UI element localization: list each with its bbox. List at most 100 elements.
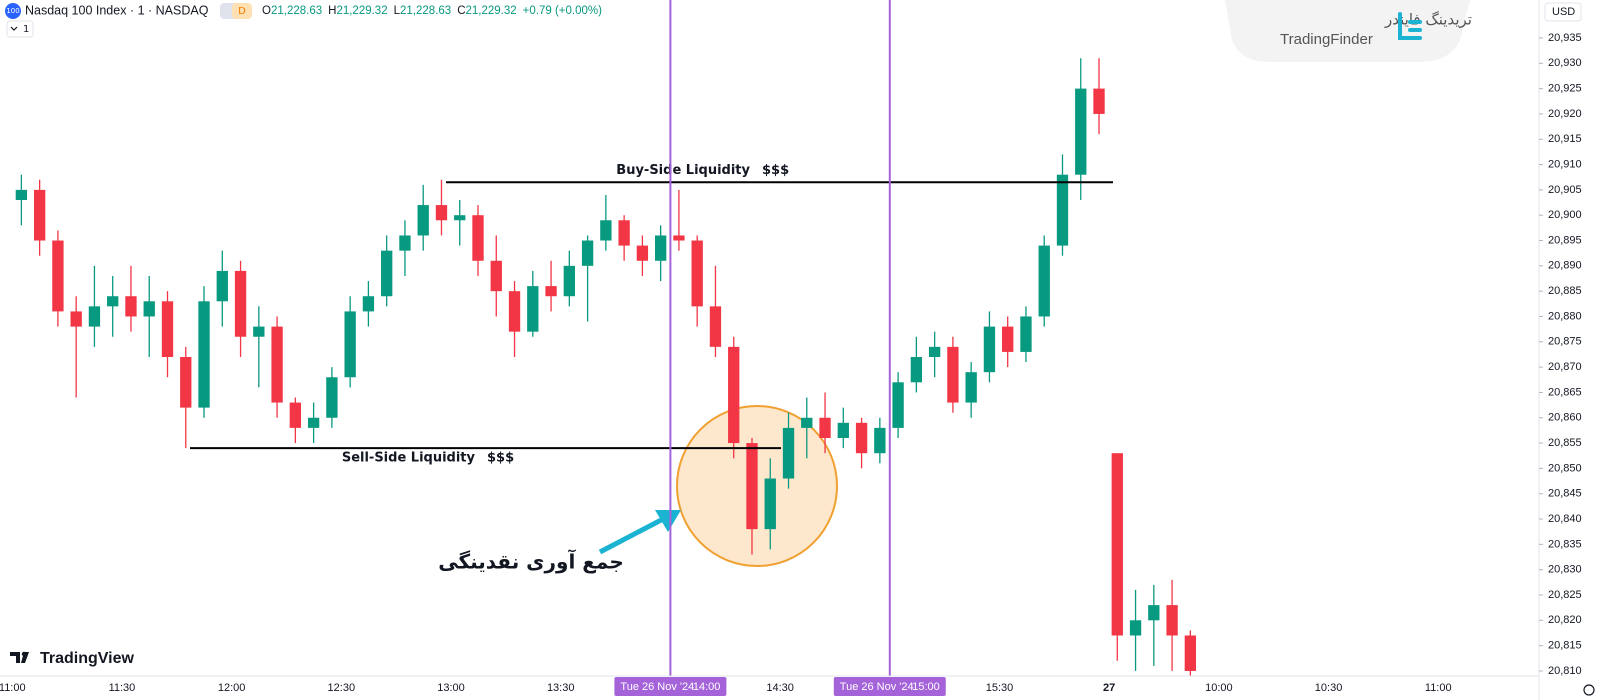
candle-body — [1148, 605, 1160, 621]
tv-dot — [21, 651, 27, 657]
ohlc-value: 21,229.32 — [336, 5, 387, 17]
ohlc-value: 21,228.63 — [400, 5, 451, 17]
y-tick-label: 20,915 — [1548, 133, 1582, 145]
candle-body — [947, 346, 959, 403]
y-tick-label: 20,810 — [1548, 665, 1582, 677]
x-tick-label: 10:30 — [1315, 682, 1343, 694]
currency-button[interactable] — [1544, 2, 1582, 22]
candle-body — [52, 240, 64, 312]
candle-body — [600, 220, 612, 241]
header: 100 Nasdaq 100 Index · 1 · NASDAQ D O21,… — [5, 3, 602, 38]
y-tick-label: 20,845 — [1548, 488, 1582, 500]
candle-body — [271, 326, 283, 403]
time-marker-time: 15:00 — [912, 681, 940, 693]
candle-body — [691, 240, 703, 307]
time-marker-date: Tue 26 Nov '24 — [620, 681, 694, 693]
candle-body — [1038, 245, 1050, 317]
y-tick-label: 20,870 — [1548, 361, 1582, 373]
ohlc-key: H — [328, 5, 336, 17]
candle-body — [143, 301, 155, 317]
y-tick-label: 20,875 — [1548, 336, 1582, 348]
watermark: تریدینگ فایندر TradingFinder — [1225, 0, 1472, 62]
badge-box[interactable] — [232, 3, 252, 19]
watermark-en: TradingFinder — [1280, 31, 1373, 48]
x-tick-label: 27 — [1103, 682, 1115, 694]
candle-body — [435, 205, 448, 221]
x-tick-label: 11:00 — [0, 682, 26, 694]
y-tick-label: 20,930 — [1548, 57, 1582, 69]
candle-body — [344, 311, 356, 378]
y-tick-label: 20,885 — [1548, 285, 1582, 297]
candle-body — [508, 291, 521, 332]
candle-body — [855, 422, 868, 454]
y-tick-label: 20,865 — [1548, 386, 1582, 398]
y-tick-label: 20,920 — [1548, 108, 1582, 120]
arrow-shaft — [598, 515, 667, 555]
x-tick-label: 12:00 — [218, 682, 246, 694]
y-tick-label: 20,905 — [1548, 184, 1582, 196]
candle-body — [1184, 635, 1197, 671]
candle-body — [728, 346, 740, 444]
candle-body — [545, 286, 557, 297]
candle-body — [417, 205, 429, 236]
candle-body — [33, 189, 46, 241]
chevron[interactable] — [10, 26, 18, 31]
candle-body — [161, 301, 174, 357]
time-marker-badge — [614, 677, 727, 696]
x-tick-label: 14:30 — [766, 682, 794, 694]
symbol-icon-text: 100 — [6, 7, 19, 15]
ohlc-key: L — [394, 5, 401, 17]
x-tick-label: 13:30 — [547, 682, 575, 694]
interval-button[interactable] — [6, 20, 34, 38]
candle-body — [673, 235, 685, 241]
candle-body — [1093, 88, 1105, 114]
candle-body — [746, 443, 758, 530]
candle-body — [399, 235, 411, 251]
candle-body — [454, 215, 466, 221]
candle-body — [782, 427, 795, 479]
candle-body — [928, 346, 941, 357]
x-tick-label: 10:00 — [1205, 682, 1233, 694]
candle-body — [892, 382, 904, 428]
candle-body — [1075, 88, 1087, 175]
x-tick-label: 12:30 — [328, 682, 356, 694]
ohlc-key: C — [457, 5, 465, 17]
candle-body — [874, 427, 886, 454]
watermark-panel — [1225, 0, 1470, 62]
currency[interactable]: USD — [1552, 6, 1575, 18]
y-tick-label: 20,895 — [1548, 234, 1582, 246]
candle-body — [563, 265, 575, 297]
y-tick-label: 20,910 — [1548, 158, 1582, 170]
candle-body — [472, 215, 484, 261]
candle-body — [837, 422, 849, 439]
y-tick-label: 20,935 — [1548, 32, 1582, 44]
y-tick-label: 20,850 — [1548, 462, 1582, 474]
candle-body — [709, 306, 722, 347]
badge[interactable]: D — [238, 6, 246, 17]
candle-body — [125, 296, 137, 317]
candle-body — [983, 326, 996, 373]
level-tag: $$$ — [487, 451, 514, 466]
candle-body — [88, 306, 101, 327]
symbol-title: Nasdaq 100 Index · 1 · NASDAQ — [25, 3, 209, 17]
y-tick-label: 20,840 — [1548, 513, 1582, 525]
candle-body — [234, 270, 247, 337]
ohlc-value: 21,228.63 — [271, 5, 322, 17]
y-tick-label: 20,835 — [1548, 538, 1582, 550]
candle-body — [654, 235, 667, 261]
time-marker-time: 14:00 — [693, 681, 721, 693]
y-tick-label: 20,855 — [1548, 437, 1582, 449]
candle-body — [70, 311, 82, 327]
candle-body — [636, 245, 649, 261]
candle-body — [527, 286, 539, 332]
candle-body — [1111, 453, 1123, 636]
level-label: Buy-Side Liquidity — [616, 163, 750, 178]
ohlc-change: +0.79 (+0.00%) — [523, 5, 602, 17]
candle-body — [581, 240, 594, 266]
tradingview-logo: TradingView — [10, 650, 135, 667]
annotation: جمع آوری نقدینگی — [438, 549, 624, 574]
y-tick-label: 20,890 — [1548, 260, 1582, 272]
settings-icon[interactable] — [1583, 684, 1595, 696]
interval-label[interactable]: 1 — [23, 24, 29, 35]
candle-body — [362, 296, 375, 312]
